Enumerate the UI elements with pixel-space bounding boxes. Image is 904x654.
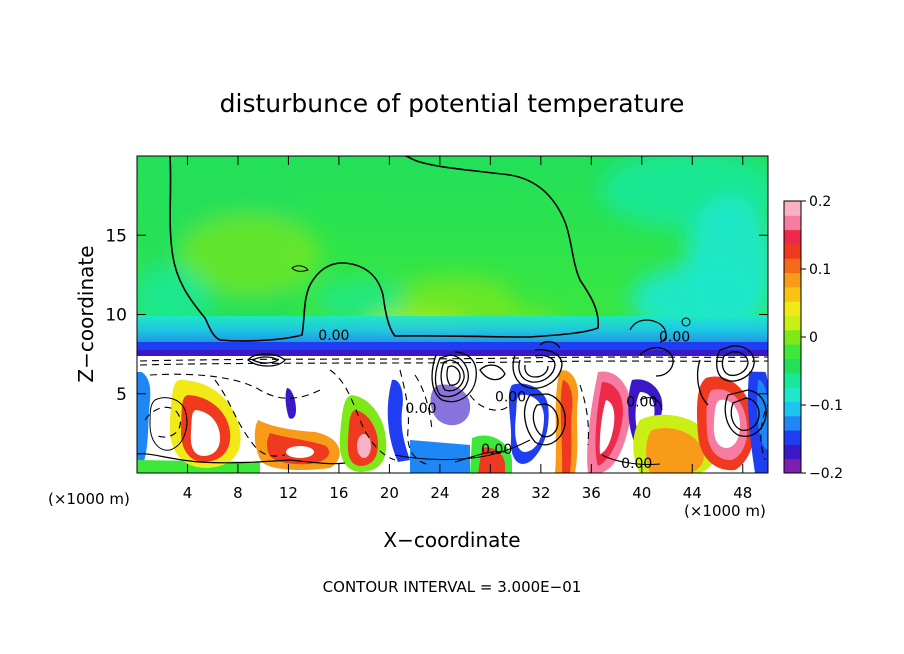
contour-label: 0.00: [626, 394, 657, 410]
chart-title: disturbunce of potential temperature: [220, 89, 685, 118]
x-axis: 4 8 12 16 20 24 28 32 36 40 44 48: [183, 156, 752, 502]
x-tick-label: 4: [183, 484, 193, 502]
x-tick-label: 16: [329, 484, 348, 502]
colorbar-swatch: [784, 344, 801, 359]
colorbar-swatch: [784, 372, 801, 388]
contour-label-layer: 0.00 0.00 0.00 0.00 0.00 0.00 0.00: [318, 328, 690, 472]
x-tick-label: 48: [733, 484, 752, 502]
x-unit-right: (×1000 m): [684, 502, 766, 520]
colorbar-tick-label: −0.2: [809, 466, 843, 482]
y-tick-label: 10: [105, 306, 127, 326]
x-tick-label: 12: [279, 484, 298, 502]
x-tick-label: 8: [233, 484, 243, 502]
y-tick-label: 5: [116, 385, 127, 405]
x-tick-label: 20: [380, 484, 399, 502]
x-tick-label: 36: [582, 484, 601, 502]
x-tick-label: 24: [430, 484, 449, 502]
colorbar-tick-label: 0.2: [809, 194, 831, 210]
colorbar-swatch: [784, 301, 801, 317]
x-axis-label: X−coordinate: [383, 528, 520, 552]
colorbar-swatch: [784, 215, 801, 231]
x-tick-label: 40: [632, 484, 651, 502]
contour-label: 0.00: [659, 329, 690, 345]
lower-transition-band: [137, 316, 768, 344]
x-tick-label: 28: [481, 484, 500, 502]
contour-label: 0.00: [495, 390, 526, 406]
colorbar-swatch: [784, 286, 801, 302]
x-unit-left: (×1000 m): [48, 490, 130, 508]
y-axis-label: Z−coordinate: [74, 245, 98, 382]
colorbar-swatch: [784, 315, 801, 331]
colorbar-tick-label: 0: [809, 330, 818, 346]
colorbar: 0.2 0.1 0 −0.1 −0.2: [783, 194, 843, 482]
colorbar-swatch: [784, 258, 801, 274]
contour-interval-note: CONTOUR INTERVAL = 3.000E−01: [323, 578, 582, 596]
y-axis: 5 10 15: [105, 226, 768, 405]
x-tick-label: 44: [683, 484, 702, 502]
colorbar-swatch: [784, 243, 801, 259]
colorbar-swatch: [784, 329, 801, 345]
colorbar-tick-label: 0.1: [809, 262, 831, 278]
colorbar-tick-label: −0.1: [809, 398, 843, 414]
colorbar-swatch: [784, 229, 801, 245]
colorbar-swatch: [784, 415, 801, 431]
colorbar-swatch: [784, 458, 801, 474]
contour-lines: [137, 156, 768, 466]
y-tick-label: 15: [105, 226, 127, 246]
contour-label: 0.00: [621, 456, 652, 472]
colorbar-swatch: [784, 401, 801, 417]
colorbar-swatch: [784, 444, 801, 460]
lower-structures: [137, 362, 768, 473]
contour-label: 0.00: [318, 328, 349, 344]
colorbar-swatch: [784, 358, 801, 374]
colorbar-swatch: [784, 272, 801, 288]
plot-area: [137, 156, 768, 473]
colorbar-swatch: [784, 201, 801, 216]
contour-label: 0.00: [405, 401, 436, 417]
x-tick-label: 32: [531, 484, 550, 502]
colorbar-swatch: [784, 387, 801, 402]
colorbar-swatch: [784, 430, 801, 445]
contour-label: 0.00: [481, 442, 512, 458]
inversion-dark: [137, 350, 768, 356]
